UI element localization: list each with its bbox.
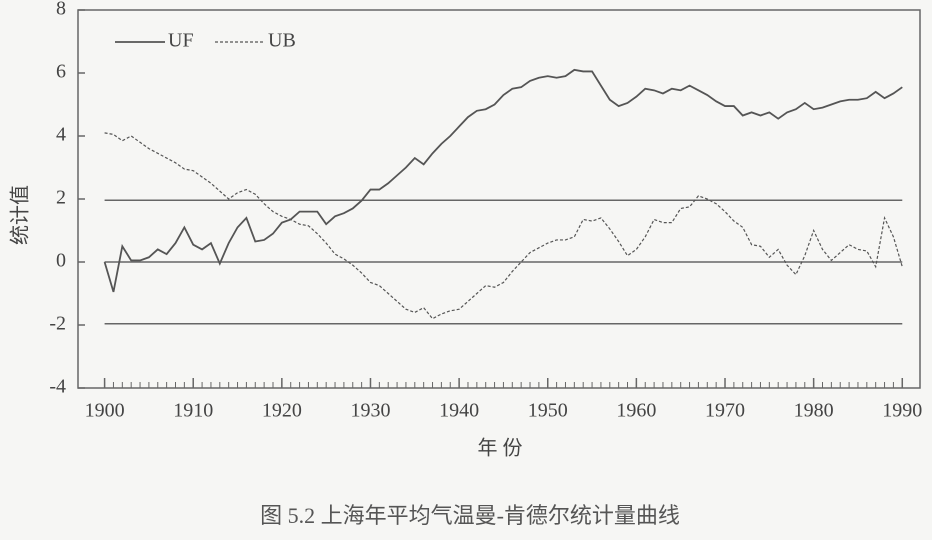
x-tick-label: 1900	[85, 400, 125, 422]
y-tick-label: 6	[56, 61, 66, 83]
y-tick-label: 0	[56, 250, 66, 272]
x-axis-label: 年 份	[478, 437, 523, 460]
series-line	[103, 68, 903, 293]
legend-label: UF	[168, 30, 194, 52]
y-axis-label: 统计值	[9, 185, 32, 245]
x-tick-label: 1930	[350, 400, 390, 422]
x-tick-label: 1990	[882, 400, 922, 422]
x-tick-label: 1940	[439, 400, 479, 422]
y-tick-label: -2	[49, 313, 66, 335]
y-tick-label: 4	[56, 124, 66, 146]
y-tick-label: -4	[49, 376, 66, 398]
x-tick-label: 1970	[705, 400, 745, 422]
x-tick-label: 1910	[173, 400, 213, 422]
x-tick-label: 1920	[262, 400, 302, 422]
x-tick-label: 1980	[794, 400, 834, 422]
legend-label: UB	[268, 30, 296, 52]
y-tick-label: 2	[56, 187, 66, 209]
plot-frame	[77, 9, 921, 389]
y-tick-label: 8	[56, 0, 66, 20]
x-tick-label: 1960	[616, 400, 656, 422]
series-line	[104, 132, 903, 320]
x-tick-label: 1950	[528, 400, 568, 422]
figure-caption: 图 5.2 上海年平均气温曼-肯德尔统计量曲线	[260, 503, 680, 528]
